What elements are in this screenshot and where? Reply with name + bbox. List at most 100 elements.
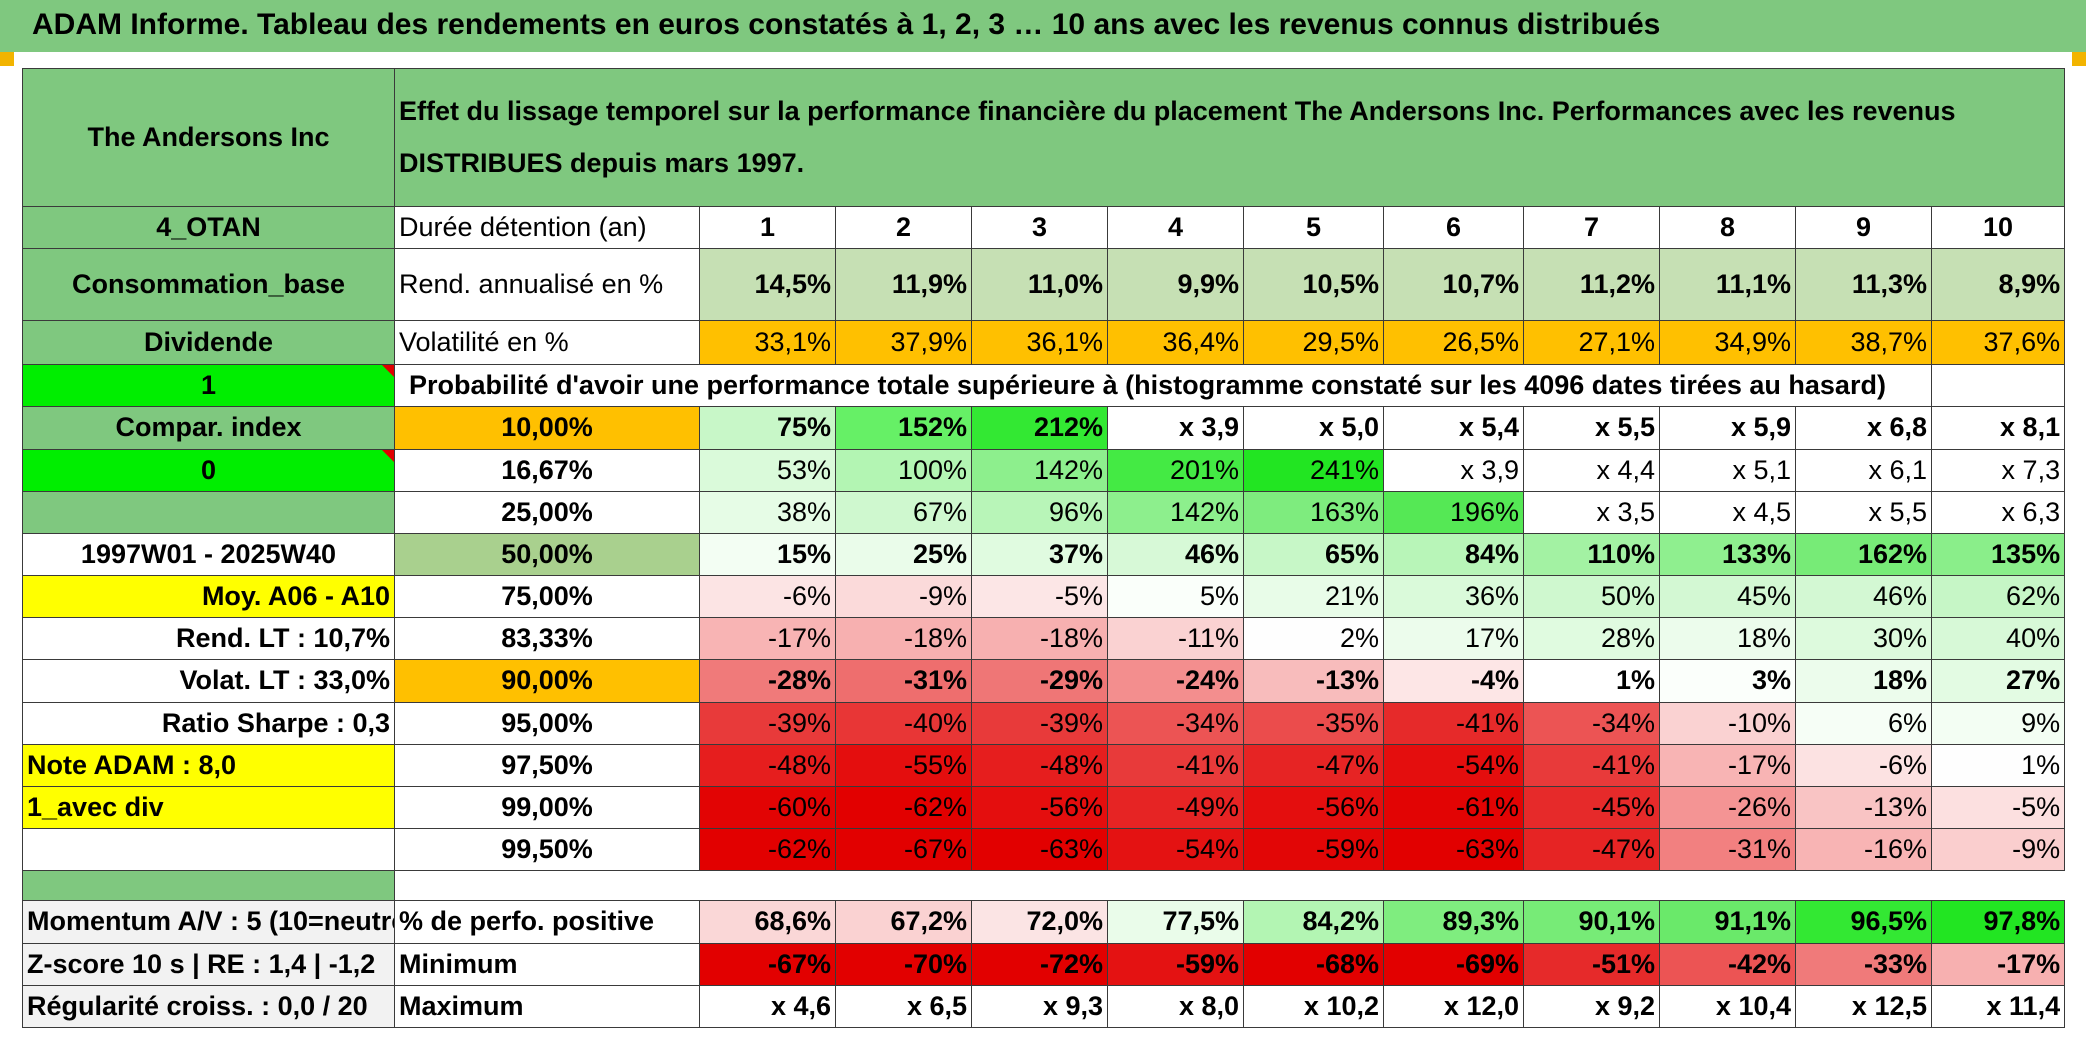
- percentile-cell: x 5,1: [1659, 448, 1796, 492]
- rend-cell: 14,5%: [699, 247, 836, 322]
- vol-cell: 36,1%: [971, 320, 1108, 366]
- summary-cell: -51%: [1523, 942, 1660, 986]
- percentile-cell: 37%: [971, 532, 1108, 577]
- percentile-cell: 135%: [1930, 532, 2066, 577]
- percentile-cell: -4%: [1383, 659, 1524, 703]
- percentile-cell: 2%: [1243, 617, 1384, 661]
- rend-cell: 10,7%: [1383, 247, 1524, 322]
- summary-cell: 84,2%: [1243, 900, 1384, 944]
- percentile-label: 95,00%: [394, 701, 700, 745]
- percentile-cell: -13%: [1243, 659, 1384, 703]
- summary-cell: -68%: [1243, 942, 1384, 986]
- percentile-cell: -34%: [1107, 701, 1244, 745]
- empty-cell: [1930, 364, 2066, 408]
- percentile-cell: x 7,3: [1930, 448, 2066, 492]
- percentile-cell: -18%: [971, 617, 1108, 661]
- vol-cell: 34,9%: [1659, 320, 1796, 366]
- percentile-cell: 241%: [1243, 448, 1384, 492]
- percentile-cell: 163%: [1243, 490, 1384, 534]
- percentile-cell: x 4,4: [1523, 448, 1660, 492]
- summary-cell: -72%: [971, 942, 1108, 986]
- percentile-cell: 25%: [835, 532, 972, 577]
- percentile-cell: -47%: [1523, 828, 1660, 872]
- percentile-cell: -41%: [1383, 701, 1524, 745]
- percentile-cell: -55%: [835, 743, 972, 787]
- summary-label: % de perfo. positive: [394, 900, 700, 944]
- percentile-cell: -60%: [699, 785, 836, 830]
- vol-cell: 37,9%: [835, 320, 972, 366]
- percentile-cell: 28%: [1523, 617, 1660, 661]
- percentile-label: 97,50%: [394, 743, 700, 787]
- param-2: 0: [22, 448, 395, 492]
- summary-cell: x 12,5: [1795, 984, 1932, 1029]
- percentile-cell: x 6,3: [1930, 490, 2066, 534]
- summary-cell: -70%: [835, 942, 972, 986]
- percentile-cell: -61%: [1383, 785, 1524, 830]
- percentile-cell: -24%: [1107, 659, 1244, 703]
- percentile-cell: -18%: [835, 617, 972, 661]
- percentile-cell: -39%: [699, 701, 836, 745]
- percentile-cell: 84%: [1383, 532, 1524, 577]
- ratio-sharpe: Ratio Sharpe : 0,3: [22, 701, 395, 745]
- summary-cell: 96,5%: [1795, 900, 1932, 944]
- percentile-cell: 142%: [1107, 490, 1244, 534]
- percentile-cell: 21%: [1243, 575, 1384, 619]
- income-type: Dividende: [22, 320, 395, 366]
- percentile-cell: 212%: [971, 406, 1108, 450]
- percentile-cell: 201%: [1107, 448, 1244, 492]
- percentile-cell: -28%: [699, 659, 836, 703]
- rend-cell: 11,9%: [835, 247, 972, 322]
- percentile-label: 99,50%: [394, 828, 700, 872]
- regularite: Régularité croiss. : 0,0 / 20: [22, 984, 395, 1029]
- summary-cell: 89,3%: [1383, 900, 1524, 944]
- percentile-cell: x 3,9: [1107, 406, 1244, 450]
- percentile-cell: 27%: [1930, 659, 2066, 703]
- percentile-cell: -62%: [699, 828, 836, 872]
- summary-cell: -42%: [1659, 942, 1796, 986]
- rend-cell: 11,2%: [1523, 247, 1660, 322]
- percentile-cell: 5%: [1107, 575, 1244, 619]
- summary-cell: -69%: [1383, 942, 1524, 986]
- period-label: 1997W01 - 2025W40: [22, 532, 395, 577]
- percentile-cell: -17%: [1659, 743, 1796, 787]
- percentile-cell: 96%: [971, 490, 1108, 534]
- empty-cell: [22, 828, 395, 872]
- percentile-cell: 110%: [1523, 532, 1660, 577]
- percentile-cell: -6%: [1795, 743, 1932, 787]
- percentile-cell: -59%: [1243, 828, 1384, 872]
- percentile-label: 16,67%: [394, 448, 700, 492]
- rend-cell: 11,3%: [1795, 247, 1932, 322]
- percentile-cell: 50%: [1523, 575, 1660, 619]
- percentile-cell: 65%: [1243, 532, 1384, 577]
- summary-cell: x 9,3: [971, 984, 1108, 1029]
- percentile-cell: -26%: [1659, 785, 1796, 830]
- product-name: The Andersons Inc: [22, 68, 395, 207]
- zscore: Z-score 10 s | RE : 1,4 | -1,2: [22, 942, 395, 986]
- note-adam: Note ADAM : 8,0: [22, 743, 395, 787]
- percentile-cell: -9%: [835, 575, 972, 619]
- percentile-cell: -56%: [971, 785, 1108, 830]
- percentile-cell: x 5,0: [1243, 406, 1384, 450]
- summary-cell: x 11,4: [1930, 984, 2066, 1029]
- percentile-cell: 75%: [699, 406, 836, 450]
- percentile-cell: 40%: [1930, 617, 2066, 661]
- percentile-cell: 18%: [1795, 659, 1932, 703]
- percentile-label: 90,00%: [394, 659, 700, 703]
- percentile-cell: x 5,5: [1523, 406, 1660, 450]
- percentile-cell: 142%: [971, 448, 1108, 492]
- corner-marker-left: [0, 52, 14, 66]
- momentum: Momentum A/V : 5 (10=neutre): [22, 900, 395, 944]
- year-header: 1: [699, 205, 836, 249]
- percentile-cell: -9%: [1930, 828, 2066, 872]
- moy-label: Moy. A06 - A10: [22, 575, 395, 619]
- summary-cell: -67%: [699, 942, 836, 986]
- percentile-cell: 17%: [1383, 617, 1524, 661]
- percentile-cell: 30%: [1795, 617, 1932, 661]
- percentile-cell: 45%: [1659, 575, 1796, 619]
- vol-cell: 33,1%: [699, 320, 836, 366]
- percentile-cell: 133%: [1659, 532, 1796, 577]
- summary-cell: x 8,0: [1107, 984, 1244, 1029]
- percentile-cell: 152%: [835, 406, 972, 450]
- vol-cell: 36,4%: [1107, 320, 1244, 366]
- page-title: ADAM Informe. Tableau des rendements en …: [32, 8, 1661, 41]
